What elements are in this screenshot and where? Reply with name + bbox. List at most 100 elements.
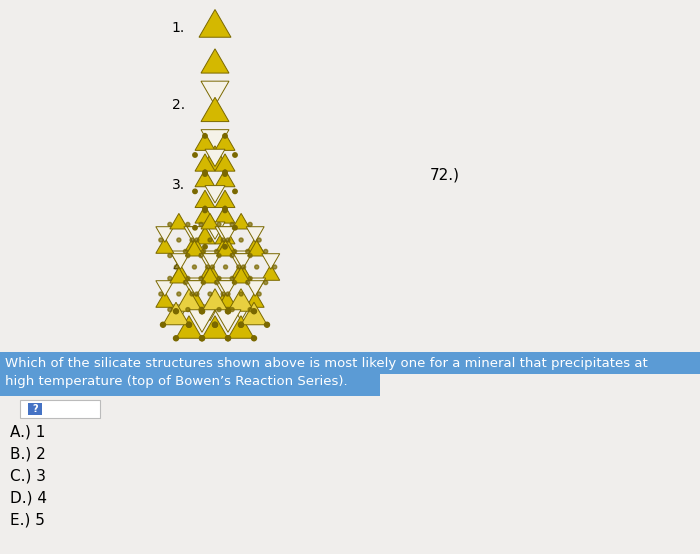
Circle shape (255, 265, 259, 269)
Text: E.) 5: E.) 5 (10, 512, 45, 527)
Circle shape (199, 254, 203, 258)
Circle shape (177, 292, 181, 296)
Polygon shape (186, 240, 204, 256)
Circle shape (199, 276, 203, 280)
Circle shape (159, 292, 163, 296)
Circle shape (246, 280, 250, 285)
Polygon shape (201, 268, 219, 283)
Polygon shape (184, 281, 202, 296)
Polygon shape (216, 278, 235, 294)
Polygon shape (246, 238, 264, 253)
Circle shape (174, 336, 178, 341)
Text: C.) 3: C.) 3 (10, 469, 46, 484)
Circle shape (213, 322, 218, 327)
Circle shape (203, 134, 207, 138)
Circle shape (233, 225, 237, 230)
Polygon shape (215, 292, 233, 307)
Polygon shape (187, 281, 205, 296)
Circle shape (186, 322, 192, 327)
Polygon shape (234, 254, 252, 269)
Circle shape (251, 309, 256, 314)
Circle shape (257, 238, 261, 242)
Polygon shape (195, 206, 215, 223)
Bar (0, 374, 380, 396)
Polygon shape (156, 227, 174, 242)
Circle shape (223, 134, 228, 138)
Text: Which of the silicate structures shown above is most likely one for a mineral th: Which of the silicate structures shown a… (5, 357, 648, 371)
Text: 72.): 72.) (430, 167, 460, 182)
Circle shape (203, 207, 207, 211)
Circle shape (217, 222, 221, 227)
Polygon shape (184, 227, 202, 242)
Polygon shape (176, 316, 202, 338)
Circle shape (203, 170, 207, 175)
Polygon shape (195, 170, 215, 187)
Circle shape (199, 222, 203, 227)
Circle shape (223, 208, 228, 213)
Polygon shape (232, 213, 250, 229)
Polygon shape (218, 227, 236, 242)
Polygon shape (201, 98, 229, 121)
Polygon shape (201, 130, 229, 154)
Polygon shape (156, 238, 174, 253)
Polygon shape (176, 289, 202, 311)
Polygon shape (202, 289, 228, 311)
Polygon shape (262, 254, 280, 269)
Polygon shape (195, 190, 215, 208)
Circle shape (199, 309, 204, 314)
Circle shape (232, 249, 237, 253)
Circle shape (203, 172, 207, 176)
Circle shape (215, 280, 218, 285)
Circle shape (190, 238, 194, 242)
Circle shape (168, 276, 172, 280)
Circle shape (160, 322, 165, 327)
Circle shape (248, 254, 252, 258)
Circle shape (251, 336, 256, 341)
Polygon shape (170, 251, 188, 266)
Circle shape (193, 189, 197, 193)
Circle shape (208, 238, 212, 242)
Circle shape (264, 280, 267, 285)
Polygon shape (195, 154, 215, 171)
Circle shape (199, 307, 203, 311)
Polygon shape (202, 254, 220, 269)
Polygon shape (215, 227, 233, 242)
Circle shape (159, 238, 163, 242)
Circle shape (208, 292, 212, 296)
Polygon shape (262, 265, 280, 280)
Circle shape (223, 245, 228, 249)
Polygon shape (205, 186, 225, 203)
Polygon shape (201, 305, 219, 321)
Circle shape (217, 276, 221, 280)
Polygon shape (172, 254, 190, 269)
Circle shape (257, 292, 261, 296)
Polygon shape (202, 265, 220, 280)
Polygon shape (246, 292, 264, 307)
Polygon shape (216, 240, 235, 256)
Polygon shape (163, 302, 189, 325)
Polygon shape (218, 292, 236, 307)
Circle shape (199, 336, 204, 341)
Polygon shape (201, 81, 229, 105)
Circle shape (232, 280, 237, 285)
Polygon shape (201, 213, 219, 229)
Circle shape (230, 276, 234, 280)
Polygon shape (199, 265, 218, 280)
Circle shape (248, 222, 252, 227)
Circle shape (202, 249, 205, 253)
Circle shape (186, 307, 190, 311)
Circle shape (223, 170, 228, 175)
Circle shape (206, 265, 209, 269)
Polygon shape (215, 190, 235, 208)
Circle shape (186, 322, 192, 327)
Circle shape (225, 309, 230, 314)
Text: high temperature (top of Bowen’s Reaction Series).: high temperature (top of Bowen’s Reactio… (5, 376, 348, 388)
Circle shape (225, 336, 230, 341)
Polygon shape (186, 278, 204, 294)
Circle shape (183, 249, 188, 253)
Text: B.) 2: B.) 2 (10, 447, 46, 461)
Circle shape (202, 280, 205, 285)
Polygon shape (187, 238, 205, 253)
Bar (0, 352, 700, 374)
Circle shape (183, 280, 188, 285)
